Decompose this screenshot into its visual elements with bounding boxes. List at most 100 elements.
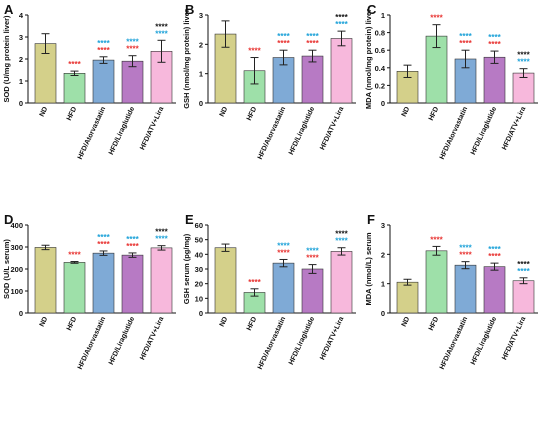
y-tick-label: 0 bbox=[199, 309, 203, 318]
x-tick-label: HFD/Atorvastatin bbox=[257, 106, 288, 161]
x-tick-label: HFD bbox=[66, 106, 78, 122]
panel-letter: E bbox=[185, 212, 194, 227]
significance-stars: **** bbox=[68, 251, 81, 260]
chart-panel-e: E 0 10 20 30 40 50 60 GSH serum (pg/mg) ND **** HFD… bbox=[182, 212, 356, 371]
x-tick-label: HFD/ATV+Lira bbox=[501, 106, 527, 151]
chart-panel-a: A 0 1 2 3 4 SOD (U/mg protein liver) ND **** HFD *… bbox=[2, 2, 176, 161]
x-tick-label: HFD/ATV+Lira bbox=[501, 316, 527, 361]
x-tick-label: HFD/Liraglutide bbox=[108, 106, 136, 156]
x-tick-label: HFD/Atorvastatin bbox=[77, 316, 108, 371]
y-tick-label: 40 bbox=[195, 250, 203, 259]
x-tick-label: HFD/Liraglutide bbox=[470, 316, 498, 366]
significance-stars: **** bbox=[248, 47, 261, 56]
significance-stars: **** bbox=[68, 60, 81, 69]
x-tick-label: ND bbox=[219, 316, 230, 328]
x-tick-label: HFD/ATV+Lira bbox=[139, 106, 165, 151]
significance-stars: **** bbox=[277, 248, 290, 257]
y-tick-label: 200 bbox=[10, 265, 23, 274]
x-tick-label: HFD bbox=[246, 316, 258, 332]
x-tick-label: HFD/ATV+Lira bbox=[139, 316, 165, 361]
y-tick-label: 4 bbox=[19, 11, 24, 20]
bar bbox=[34, 247, 57, 314]
significance-stars: **** bbox=[306, 32, 319, 41]
y-tick-label: 60 bbox=[195, 221, 203, 230]
significance-stars: **** bbox=[126, 235, 139, 244]
x-tick-label: ND bbox=[39, 316, 50, 328]
significance-stars: **** bbox=[459, 32, 472, 41]
y-tick-label: 0.4 bbox=[375, 64, 386, 73]
bar bbox=[483, 266, 506, 314]
y-axis-label: GSH (nmol/mg protein) liver bbox=[182, 9, 191, 109]
chart-panel-d: D 0 100 200 300 400 SOD (U/L serum) ND **** HFD **… bbox=[2, 212, 176, 371]
y-tick-label: 1 bbox=[19, 77, 23, 86]
bar bbox=[396, 281, 419, 314]
x-tick-label: ND bbox=[219, 106, 230, 118]
significance-stars: **** bbox=[335, 13, 348, 22]
y-tick-label: 0 bbox=[19, 99, 23, 108]
chart-panel-b: B 0 1 2 3 GSH (nmol/mg protein) liver ND **** HF… bbox=[182, 2, 356, 161]
significance-stars: **** bbox=[306, 39, 319, 48]
bar bbox=[330, 38, 353, 104]
significance-stars: **** bbox=[430, 235, 443, 244]
y-tick-label: 0 bbox=[381, 309, 385, 318]
bar bbox=[121, 254, 144, 314]
x-tick-label: HFD/ATV+Lira bbox=[319, 316, 345, 361]
significance-stars: **** bbox=[155, 228, 168, 237]
x-tick-label: HFD/Liraglutide bbox=[288, 106, 316, 156]
y-tick-label: 1 bbox=[381, 11, 385, 20]
significance-stars: **** bbox=[97, 233, 110, 242]
y-axis-label: MDA (nmol/mg protein) liver bbox=[364, 9, 373, 109]
significance-stars: **** bbox=[277, 241, 290, 250]
y-tick-label: 0 bbox=[19, 309, 23, 318]
significance-stars: **** bbox=[306, 254, 319, 263]
bar bbox=[214, 247, 237, 314]
y-tick-label: 20 bbox=[195, 280, 203, 289]
y-tick-label: 0.6 bbox=[375, 46, 385, 55]
y-tick-label: 3 bbox=[381, 221, 385, 230]
x-tick-label: HFD/Atorvastatin bbox=[439, 106, 470, 161]
x-tick-label: ND bbox=[401, 106, 412, 118]
y-tick-label: 100 bbox=[10, 287, 23, 296]
significance-stars: **** bbox=[488, 252, 501, 261]
significance-stars: **** bbox=[335, 20, 348, 29]
significance-stars: **** bbox=[430, 14, 443, 23]
significance-stars: **** bbox=[488, 40, 501, 49]
y-tick-label: 0.2 bbox=[375, 81, 385, 90]
significance-stars: **** bbox=[459, 244, 472, 253]
x-tick-label: HFD/Liraglutide bbox=[470, 106, 498, 156]
significance-stars: **** bbox=[335, 237, 348, 246]
significance-stars: **** bbox=[248, 278, 261, 287]
panel-letter: C bbox=[367, 2, 377, 17]
significance-stars: **** bbox=[277, 39, 290, 48]
significance-stars: **** bbox=[517, 260, 530, 269]
y-axis-label: SOD (U/L serum) bbox=[2, 239, 11, 299]
x-tick-label: ND bbox=[39, 106, 50, 118]
significance-stars: **** bbox=[488, 245, 501, 254]
y-axis-label: SOD (U/mg protein liver) bbox=[2, 15, 11, 103]
bar bbox=[63, 73, 86, 104]
bar bbox=[121, 60, 144, 104]
significance-stars: **** bbox=[97, 46, 110, 55]
bar bbox=[483, 56, 506, 104]
y-tick-label: 0.8 bbox=[375, 29, 385, 38]
x-tick-label: HFD/Liraglutide bbox=[108, 316, 136, 366]
y-tick-label: 300 bbox=[10, 243, 23, 252]
x-tick-label: HFD bbox=[66, 316, 78, 332]
bar bbox=[301, 268, 324, 314]
y-tick-label: 0 bbox=[199, 99, 203, 108]
significance-stars: **** bbox=[155, 235, 168, 244]
x-tick-label: HFD bbox=[428, 106, 440, 122]
y-tick-label: 2 bbox=[199, 40, 203, 49]
significance-stars: **** bbox=[126, 38, 139, 47]
significance-stars: **** bbox=[97, 39, 110, 48]
significance-stars: **** bbox=[335, 230, 348, 239]
x-tick-label: HFD bbox=[246, 106, 258, 122]
x-tick-label: HFD/ATV+Lira bbox=[319, 106, 345, 151]
y-tick-label: 1 bbox=[381, 280, 385, 289]
y-axis-label: GSH serum (pg/mg) bbox=[182, 233, 191, 304]
y-tick-label: 2 bbox=[381, 250, 385, 259]
y-tick-label: 50 bbox=[195, 236, 203, 245]
chart-panel-c: C 0 0.2 0.4 0.6 0.8 1 MDA (nmol/mg protein) liv… bbox=[364, 2, 538, 161]
